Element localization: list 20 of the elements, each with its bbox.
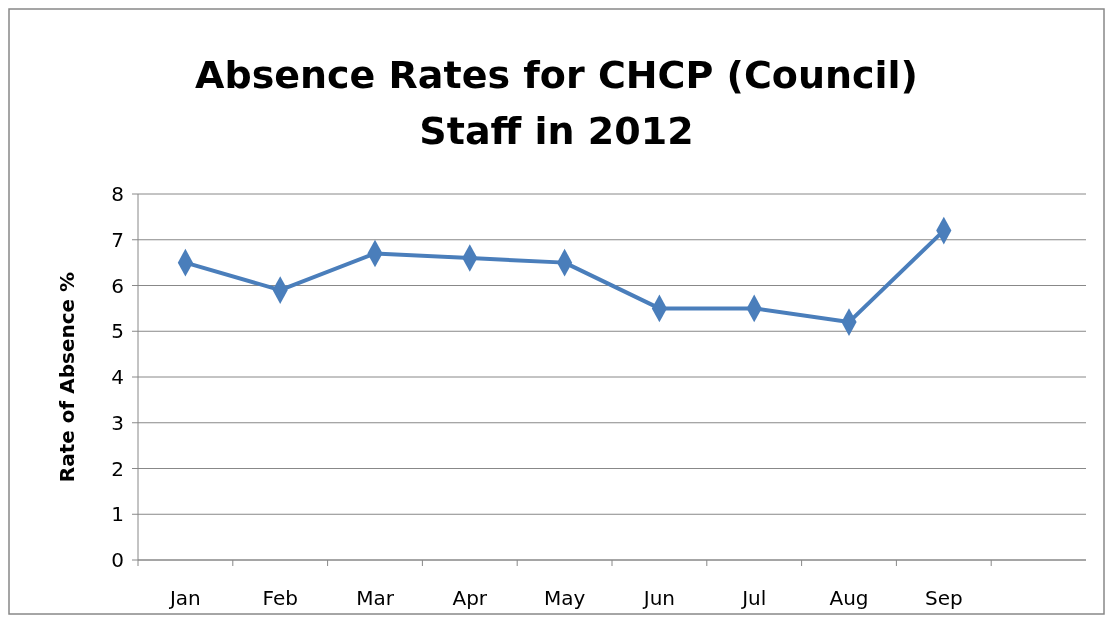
x-tick-label: May (543, 586, 586, 610)
y-tick-label: 1 (111, 502, 124, 527)
x-tick-label: Jan (167, 586, 201, 610)
y-tick-label: 0 (111, 548, 124, 572)
x-tick-label: Jun (641, 586, 676, 610)
x-tick-label: Apr (452, 586, 488, 610)
y-tick-label: 4 (111, 365, 124, 389)
x-tick-label: Aug (829, 586, 869, 610)
y-tick-label: 2 (111, 456, 124, 481)
x-tick-label: Sep (924, 586, 963, 610)
chart-title: Absence Rates for CHCP (Council) Staff in 2012 (195, 53, 918, 153)
y-tick-label: 3 (111, 410, 124, 435)
y-tick-label: 7 (111, 227, 124, 252)
y-tick-label: 5 (111, 319, 124, 344)
x-tick-label: Mar (356, 586, 395, 610)
y-tick-label: 6 (111, 273, 124, 298)
x-tick-label: Jul (740, 586, 767, 610)
x-tick-label: Feb (262, 586, 298, 610)
y-axis-title: Rate of Absence % (55, 271, 79, 483)
y-tick-label: 8 (111, 182, 124, 206)
